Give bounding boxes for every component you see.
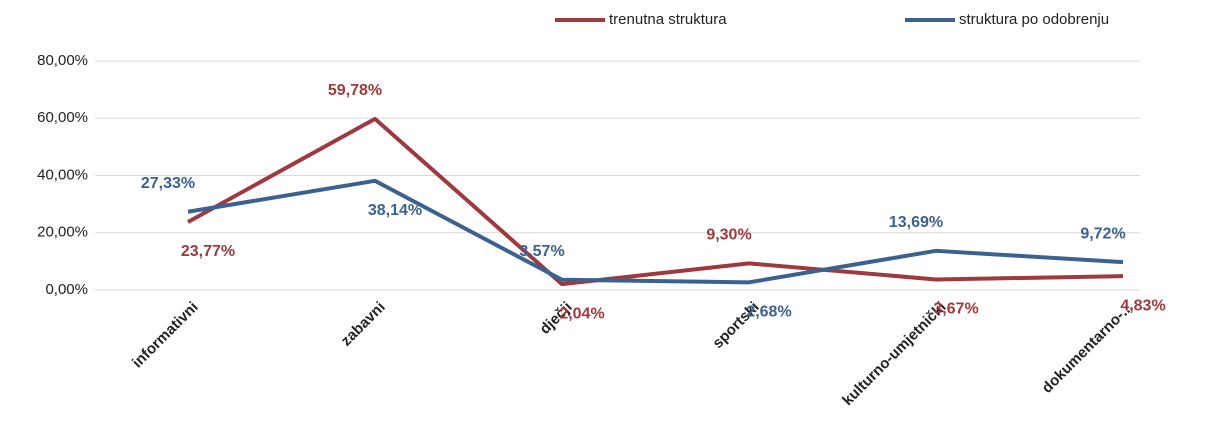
legend-label: struktura po odobrenju (959, 11, 1109, 28)
data-label: 27,33% (141, 175, 195, 192)
series-line (187, 178, 1124, 285)
y-tick-label: 20,00% (37, 224, 88, 241)
y-tick-label: 60,00% (37, 109, 88, 126)
data-label: 9,72% (1080, 225, 1125, 242)
series-line (187, 116, 1124, 287)
data-label: 2,04% (559, 305, 604, 322)
x-tick-label: informativni (129, 299, 202, 372)
legend-label: trenutna struktura (609, 11, 727, 28)
y-tick-label: 0,00% (45, 281, 88, 298)
data-label: 4,83% (1120, 297, 1165, 314)
data-label: 9,30% (706, 227, 751, 244)
data-label: 13,69% (889, 214, 943, 231)
data-label: 59,78% (328, 82, 382, 99)
y-tick-label: 80,00% (37, 52, 88, 69)
data-label: 23,77% (181, 243, 235, 260)
y-tick-label: 40,00% (37, 166, 88, 183)
data-label: 3,67% (933, 301, 978, 318)
data-label: 38,14% (368, 202, 422, 219)
x-tick-label: zabavni (338, 299, 389, 350)
data-label: 3,57% (519, 243, 564, 260)
data-label: 2,68% (746, 304, 791, 321)
